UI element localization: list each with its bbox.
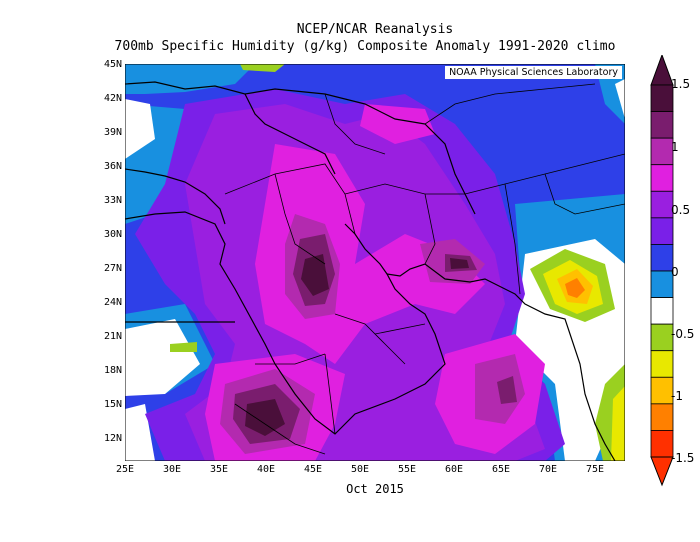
colorbar-bottom-arrow	[650, 456, 674, 487]
colorbar-cell	[650, 84, 674, 112]
lon-tick-label: 55E	[397, 464, 417, 475]
colorbar-label: -1.5	[671, 451, 695, 465]
lat-tick-label: 42N	[103, 93, 122, 104]
colorbar-cell	[650, 164, 674, 192]
field-region	[170, 342, 197, 352]
colorbar-label: -1	[671, 389, 683, 403]
colorbar-cell	[650, 430, 674, 458]
colorbar-cell	[650, 376, 674, 405]
colorbar-label: 0	[671, 265, 679, 279]
field-region	[360, 104, 435, 144]
lon-tick-label: 45E	[303, 464, 323, 475]
lon-tick-label: 75E	[585, 464, 605, 475]
lat-tick-label: 45N	[103, 59, 122, 70]
colorbar	[650, 55, 674, 487]
colorbar-cell	[650, 111, 674, 139]
colorbar-label: -0.5	[671, 327, 695, 341]
field-region	[125, 99, 155, 159]
field-region	[615, 79, 625, 119]
field-region	[125, 319, 200, 396]
lat-tick-label: 30N	[103, 229, 122, 240]
lat-tick-label: 18N	[103, 365, 122, 376]
lat-tick-label: 27N	[103, 263, 122, 274]
colorbar-label: 1.5	[671, 77, 691, 91]
lon-tick-label: 35E	[209, 464, 229, 475]
lat-tick-label: 36N	[103, 161, 122, 172]
field-region	[497, 376, 517, 404]
lat-tick-label: 39N	[103, 127, 122, 138]
colorbar-cell	[650, 244, 674, 272]
map-subtitle: 700mb Specific Humidity (g/kg) Composite…	[114, 39, 616, 54]
credit-label: NOAA Physical Sciences Laboratory	[445, 66, 622, 79]
date-label: Oct 2015	[346, 482, 404, 496]
humidity-anomaly-map	[125, 64, 625, 461]
map-panel	[125, 64, 625, 461]
colorbar-cell	[650, 137, 674, 166]
field-region	[595, 64, 625, 124]
field-region	[240, 64, 285, 72]
field-region	[125, 64, 255, 94]
lon-tick-label: 65E	[491, 464, 511, 475]
colorbar-cell	[650, 403, 674, 431]
colorbar-cell	[650, 297, 674, 325]
colorbar-cell	[650, 190, 674, 219]
lat-tick-label: 21N	[103, 331, 122, 342]
country-borders	[224, 83, 625, 455]
field-region	[450, 258, 469, 269]
lon-tick-label: 60E	[444, 464, 464, 475]
lon-tick-label: 25E	[115, 464, 135, 475]
colorbar-cell	[650, 217, 674, 245]
lon-tick-label: 70E	[538, 464, 558, 475]
colorbar-label: 1	[671, 140, 679, 154]
lon-tick-label: 40E	[256, 464, 276, 475]
field-region	[611, 386, 625, 461]
lat-tick-label: 12N	[103, 433, 122, 444]
colorbar-cell	[650, 350, 674, 378]
lat-tick-label: 33N	[103, 195, 122, 206]
lat-tick-label: 15N	[103, 399, 122, 410]
lon-tick-label: 30E	[162, 464, 182, 475]
lon-tick-label: 50E	[350, 464, 370, 475]
field-region	[245, 399, 285, 436]
field-region	[565, 278, 585, 298]
lat-tick-label: 24N	[103, 297, 122, 308]
colorbar-cell	[650, 270, 674, 298]
field-region	[301, 254, 329, 296]
colorbar-cell	[650, 323, 674, 352]
coastlines	[125, 81, 616, 461]
colorbar-top-arrow	[650, 55, 674, 86]
map-title: NCEP/NCAR Reanalysis	[296, 22, 454, 37]
colorbar-label: 0.5	[671, 203, 691, 217]
